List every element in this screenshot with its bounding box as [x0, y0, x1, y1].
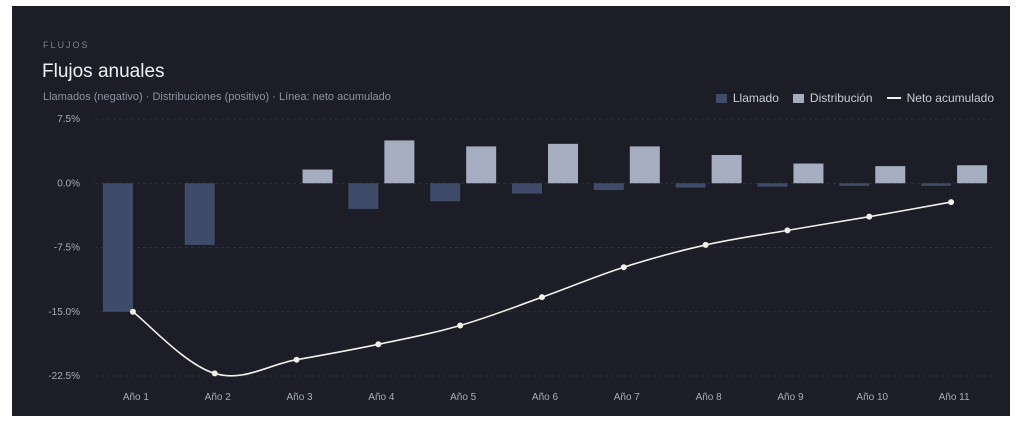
legend-item-distribution: Distribución — [792, 91, 873, 105]
bar-called — [839, 183, 870, 186]
bar-distribution — [384, 140, 415, 184]
legend-swatch-called — [715, 93, 727, 103]
chart-title: Flujos anuales — [42, 61, 165, 82]
bar-distribution — [957, 165, 988, 184]
net-cumulative-line — [132, 201, 952, 377]
net-cumulative-point — [129, 308, 136, 315]
bar-called — [430, 183, 461, 202]
bar-distribution — [711, 154, 742, 184]
bar-distribution — [302, 169, 333, 184]
net-cumulative-point — [866, 213, 873, 220]
chart-panel: FLUJOS Flujos anuales Llamados (negativo… — [12, 6, 1010, 416]
x-tick-label: Año 3 — [286, 392, 313, 403]
chart-subtitle: Llamados (negativo) · Distribuciones (po… — [43, 91, 391, 103]
y-tick-label: -15.0% — [48, 307, 80, 318]
y-tick-label: 7.5% — [57, 114, 80, 125]
net-cumulative-point — [211, 370, 218, 377]
net-cumulative-point — [948, 199, 955, 206]
bar-called — [102, 183, 133, 312]
net-cumulative-point — [539, 294, 545, 301]
x-tick-label: Año 4 — [368, 392, 395, 403]
legend-swatch-net — [886, 97, 901, 99]
net-cumulative-point — [784, 227, 791, 234]
legend-label-net: Neto acumulado — [906, 91, 994, 105]
bar-called — [757, 183, 788, 187]
section-eyebrow: FLUJOS — [43, 40, 90, 50]
x-tick-label: Año 1 — [123, 392, 150, 403]
x-tick-label: Año 8 — [696, 392, 723, 403]
bar-distribution — [466, 146, 497, 184]
y-tick-label: -7.5% — [54, 243, 80, 254]
net-cumulative-point — [375, 341, 382, 348]
y-tick-label: 0.0% — [57, 178, 80, 189]
bar-called — [675, 183, 706, 188]
x-tick-label: Año 11 — [939, 392, 970, 403]
chart-legend: Llamado Distribución Neto acumulado — [702, 91, 994, 105]
x-tick-label: Año 7 — [614, 392, 641, 403]
bar-distribution — [793, 163, 824, 184]
bar-called — [184, 183, 215, 245]
net-cumulative-point — [702, 241, 709, 248]
legend-item-called: Llamado — [715, 91, 779, 105]
net-cumulative-point — [620, 264, 627, 271]
legend-item-net: Neto acumulado — [886, 91, 994, 105]
x-tick-label: Año 5 — [450, 392, 477, 403]
net-cumulative-point — [293, 356, 300, 363]
legend-swatch-distribution — [792, 93, 804, 103]
bar-called — [921, 183, 952, 186]
legend-label-distribution: Distribución — [809, 91, 873, 105]
bar-called — [512, 183, 542, 194]
x-tick-label: Año 10 — [856, 392, 888, 403]
legend-label-called: Llamado — [732, 91, 779, 105]
x-tick-label: Año 9 — [777, 392, 804, 403]
bar-called — [348, 183, 379, 209]
x-tick-label: Año 6 — [532, 392, 559, 403]
bar-distribution — [875, 166, 906, 184]
bar-distribution — [629, 146, 660, 184]
x-tick-label: Año 2 — [205, 392, 232, 403]
bar-called — [593, 183, 624, 191]
net-cumulative-point — [457, 322, 464, 329]
y-tick-label: -22.5% — [48, 371, 80, 382]
bar-distribution — [548, 143, 578, 184]
